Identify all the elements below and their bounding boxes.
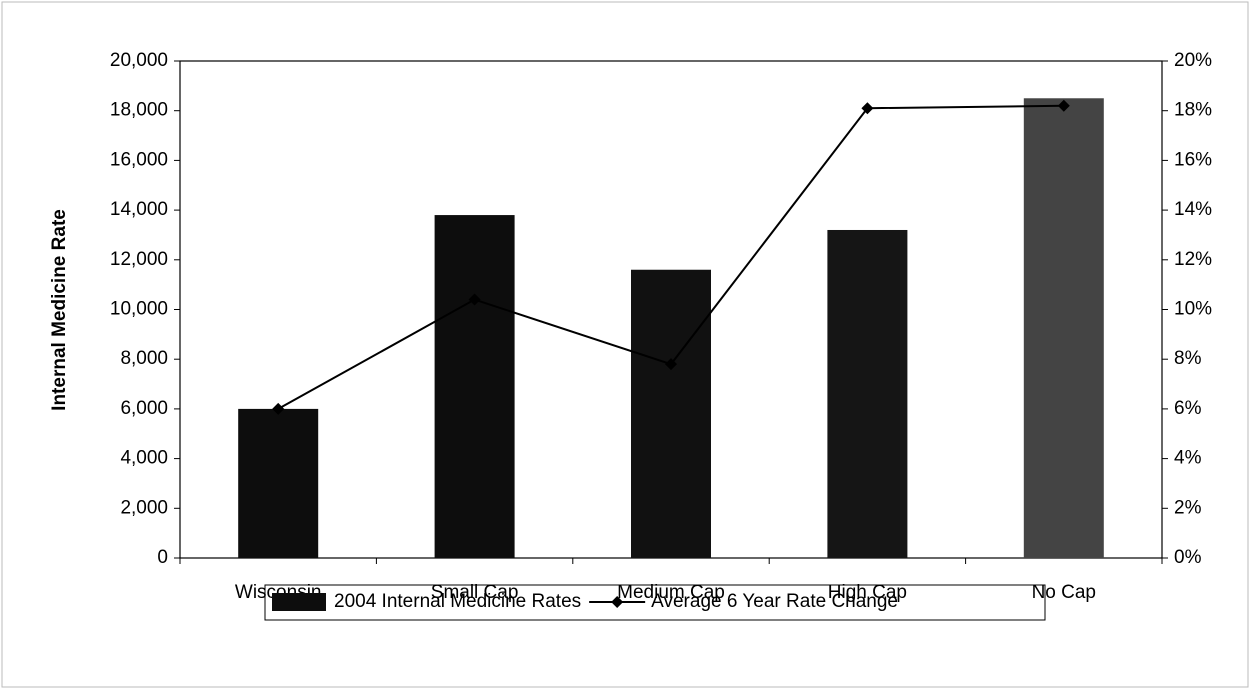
bar [1023, 98, 1104, 559]
y2-tick-label: 0% [1174, 547, 1202, 568]
legend-swatch [272, 593, 326, 611]
bar [238, 408, 319, 558]
y-tick-label: 6,000 [120, 398, 168, 419]
y2-tick-label: 2% [1174, 497, 1202, 518]
line-marker [272, 402, 285, 415]
y-tick-label: 14,000 [110, 199, 168, 220]
y-tick-label: 2,000 [120, 497, 168, 518]
legend-label: 2004 Internal Medicine Rates [334, 591, 581, 612]
y2-tick-label: 20% [1174, 50, 1212, 71]
legend-marker [611, 596, 624, 608]
x-tick-label: High Cap [828, 582, 907, 603]
y2-tick-label: 6% [1174, 398, 1202, 419]
bar [631, 269, 711, 558]
y-axis-title: Internal Medicine Rate [49, 209, 70, 411]
line-marker [1057, 99, 1070, 112]
line-marker [665, 358, 677, 371]
x-tick-label: Small Cap [431, 582, 519, 603]
legend-label: Average 6 Year Rate Change [651, 591, 898, 612]
line-marker [861, 102, 874, 115]
y2-tick-label: 14% [1174, 199, 1212, 220]
bar [827, 229, 908, 559]
y-tick-label: 0 [157, 547, 168, 568]
y2-tick-label: 18% [1174, 100, 1212, 121]
line-marker [468, 293, 481, 306]
y-tick-label: 12,000 [110, 249, 168, 270]
y-tick-label: 4,000 [120, 448, 168, 469]
y2-tick-label: 12% [1174, 249, 1212, 270]
x-tick-label: No Cap [1032, 582, 1096, 603]
y-tick-label: 16,000 [110, 149, 168, 170]
y-tick-label: 20,000 [110, 50, 168, 71]
y2-tick-label: 8% [1174, 348, 1202, 369]
legend-box [264, 584, 1046, 621]
y2-tick-label: 4% [1174, 448, 1202, 469]
y-tick-label: 10,000 [110, 299, 168, 320]
y2-tick-label: 16% [1174, 149, 1212, 170]
x-tick-label: Medium Cap [617, 582, 725, 603]
y-tick-label: 8,000 [120, 348, 168, 369]
y-tick-label: 18,000 [110, 100, 168, 121]
bar [434, 215, 515, 558]
y2-tick-label: 10% [1174, 299, 1212, 320]
